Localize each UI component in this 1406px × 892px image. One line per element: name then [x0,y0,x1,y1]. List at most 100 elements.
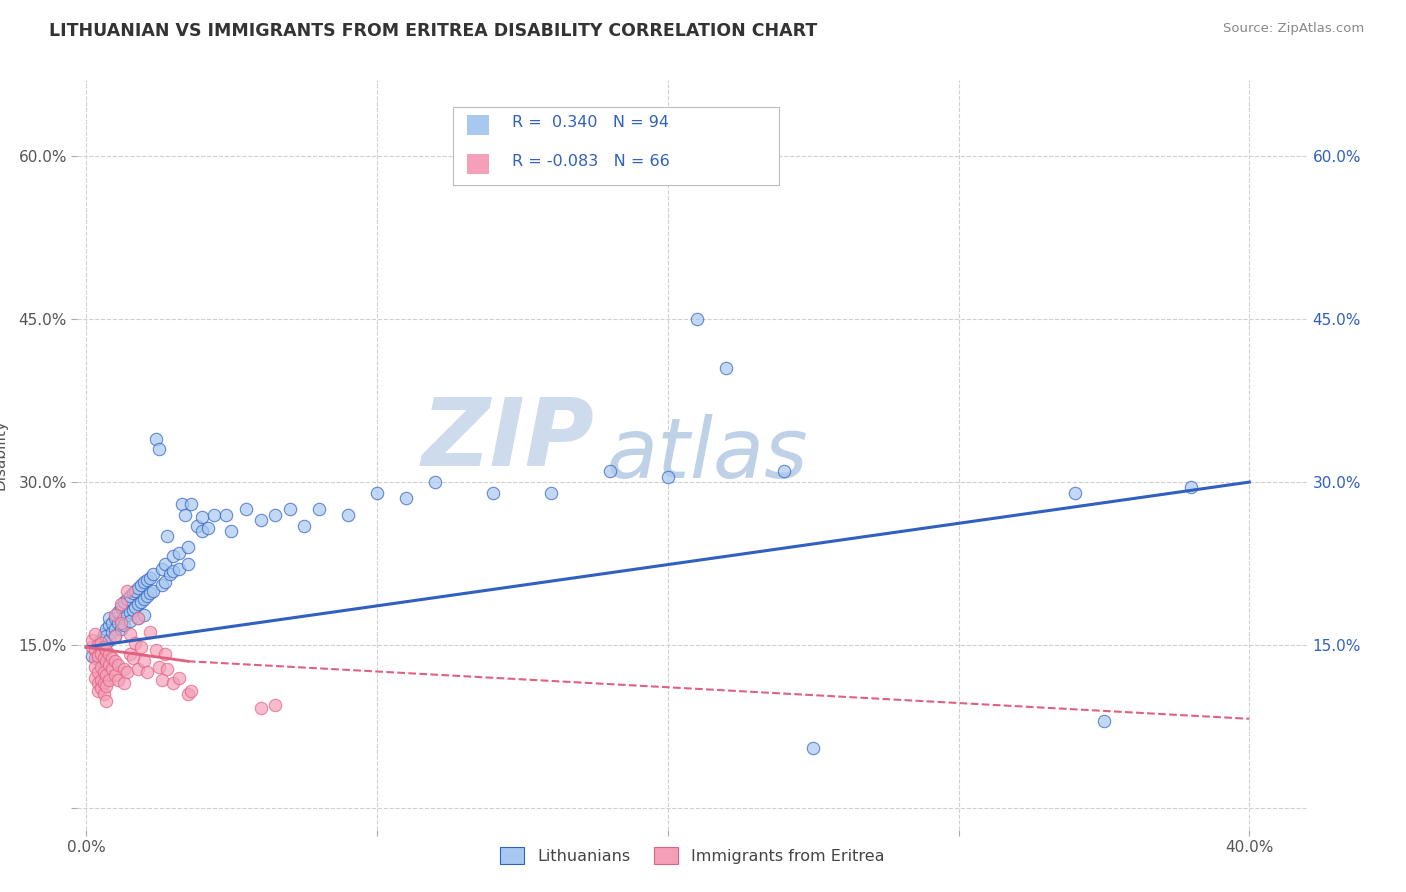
Point [98,657,121,672]
Point [124,583,146,598]
Point [98,647,121,661]
Text: LITHUANIAN VS IMMIGRANTS FROM ERITREA DISABILITY CORRELATION CHART: LITHUANIAN VS IMMIGRANTS FROM ERITREA DI… [49,22,817,40]
Point [714,361,737,376]
Point [264,698,287,712]
Point [139,571,162,585]
Point [98,673,121,687]
Text: R = -0.083   N = 66: R = -0.083 N = 66 [512,154,669,169]
Point [83,651,105,665]
Point [1064,486,1087,500]
Point [180,497,202,511]
Point [90,647,112,661]
Point [599,464,621,478]
Point [540,486,562,500]
Text: Source: ZipAtlas.com: Source: ZipAtlas.com [1223,22,1364,36]
Point [86,638,108,652]
Point [101,624,124,639]
Point [104,622,127,636]
Point [112,594,135,608]
Point [366,486,388,500]
Legend: Lithuanians, Immigrants from Eritrea: Lithuanians, Immigrants from Eritrea [494,841,891,871]
Point [308,502,330,516]
Point [142,583,165,598]
Point [110,599,132,614]
Point [121,651,143,665]
Point [423,475,446,489]
FancyBboxPatch shape [467,115,489,135]
Point [139,624,162,639]
Point [186,518,208,533]
Point [115,607,138,622]
Point [107,606,129,620]
Point [136,589,159,603]
Point [80,632,103,647]
Point [292,518,315,533]
Point [124,599,146,614]
Text: ZIP: ZIP [422,394,595,486]
Point [156,529,179,543]
Point [115,583,138,598]
Point [153,574,176,589]
Point [162,564,184,578]
Point [118,647,141,661]
Point [112,611,135,625]
Point [110,597,132,611]
Point [801,741,824,756]
Point [167,562,190,576]
Point [112,676,135,690]
Point [90,681,112,696]
Point [96,643,118,657]
Point [112,618,135,632]
Point [93,676,115,690]
Point [235,502,257,516]
Point [101,662,124,676]
Point [115,592,138,607]
Point [104,654,127,668]
Point [131,578,153,592]
Point [83,643,105,657]
Point [101,616,124,631]
Point [145,432,167,446]
Point [80,648,103,663]
Point [107,657,129,672]
Point [96,654,118,668]
Point [98,618,121,632]
Point [127,662,149,676]
Point [110,616,132,631]
Point [98,611,121,625]
Point [136,665,159,679]
Point [191,524,214,538]
Point [118,614,141,628]
Point [96,694,118,708]
Point [134,574,156,589]
Point [134,654,156,668]
Point [177,687,200,701]
Point [156,662,179,676]
Point [93,640,115,654]
Point [104,611,127,625]
Point [98,632,121,647]
Point [127,611,149,625]
Point [86,651,108,665]
Point [86,638,108,652]
Point [121,603,143,617]
Point [150,562,173,576]
Point [150,673,173,687]
Point [90,659,112,673]
Point [115,665,138,679]
Point [482,486,505,500]
Point [86,676,108,690]
Point [93,627,115,641]
Point [167,546,190,560]
Text: atlas: atlas [606,415,808,495]
Point [174,508,197,522]
Point [153,557,176,571]
Point [191,509,214,524]
Point [264,508,287,522]
Point [153,647,176,661]
Y-axis label: Disability: Disability [0,419,7,491]
Point [90,636,112,650]
Point [249,513,271,527]
Point [159,567,181,582]
Point [90,673,112,687]
